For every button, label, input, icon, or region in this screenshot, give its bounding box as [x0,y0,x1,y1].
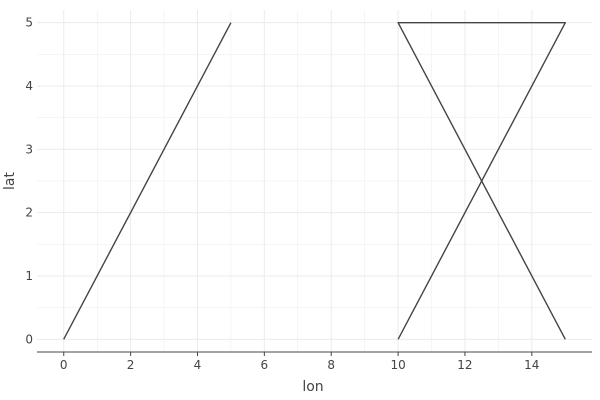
x-tick-label: 14 [524,358,539,372]
y-tick-label: 4 [25,79,33,93]
series-line-2 [397,22,566,340]
grid [37,10,592,352]
series-line-1 [63,22,232,340]
series-lines [63,22,566,340]
x-axis-title: lon [302,379,323,395]
y-tick-label: 2 [25,206,33,220]
x-tick-label: 2 [127,358,135,372]
y-tick-label: 1 [25,269,33,283]
y-axis-title: lat [2,172,18,190]
y-tick-label: 5 [25,16,33,30]
x-tick-label: 8 [327,358,335,372]
x-tick-label: 0 [60,358,68,372]
y-tick-label: 3 [25,142,33,156]
y-tick-label: 0 [25,332,33,346]
x-tick-label: 6 [261,358,269,372]
x-tick-label: 10 [390,358,405,372]
x-tick-label: 4 [194,358,202,372]
x-tick-label: 12 [457,358,472,372]
